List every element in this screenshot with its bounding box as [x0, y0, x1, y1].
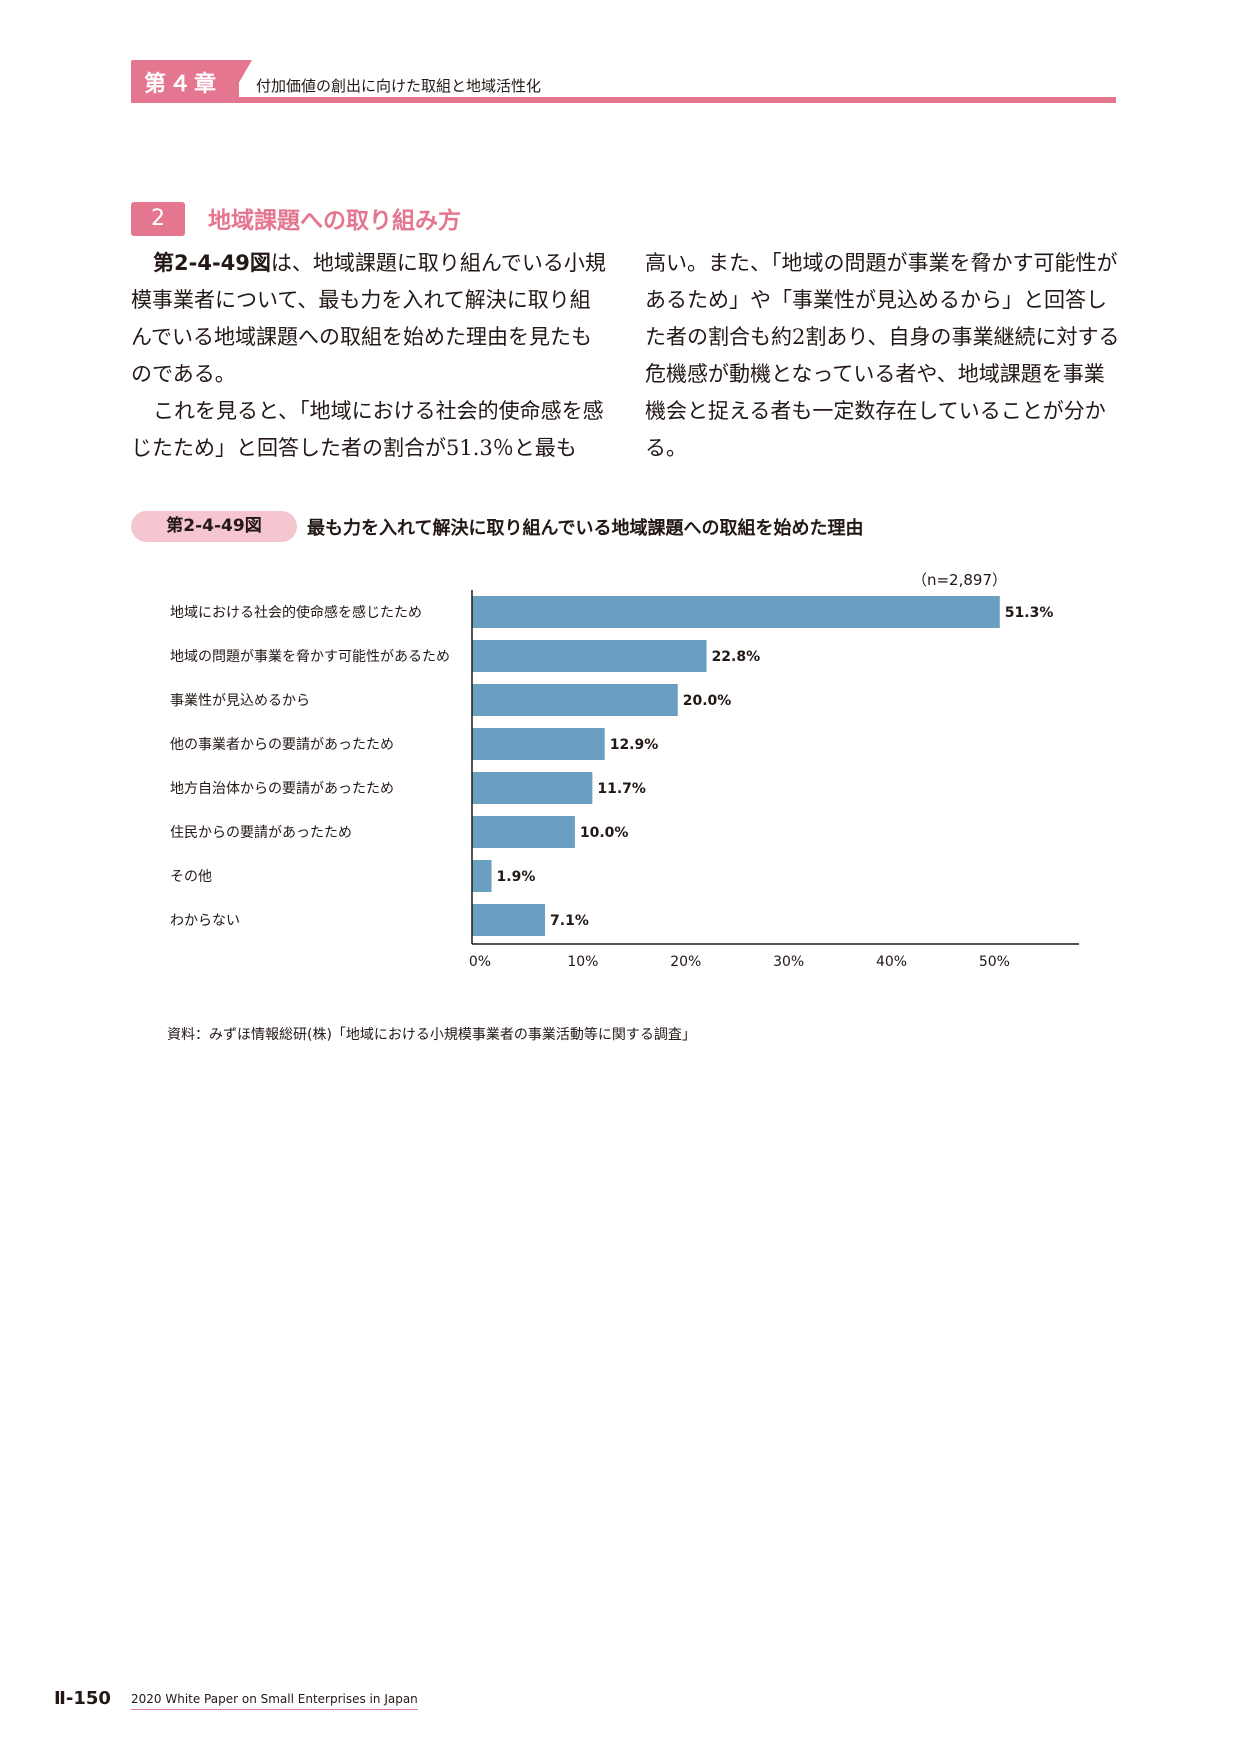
value-label: 51.3%: [1005, 605, 1054, 621]
category-label: 地域の問題が事業を脅かす可能性があるため: [170, 649, 450, 665]
paragraph-1-text: は、地域課題に取り組んでいる小規模事業者について、最も力を入れて解決に取り組んで…: [131, 251, 606, 386]
section-title: 地域課題への取り組み方: [208, 208, 461, 234]
value-label: 20.0%: [683, 693, 732, 709]
bar: [472, 728, 605, 760]
value-label: 10.0%: [580, 825, 629, 841]
value-label: 7.1%: [550, 913, 589, 929]
category-label: 事業性が見込めるから: [170, 693, 310, 709]
category-label: 他の事業者からの要請があったため: [170, 737, 394, 753]
value-label: 22.8%: [712, 649, 761, 665]
body-column-right: 高い。また、「地域の問題が事業を脅かす可能性があるため」や「事業性が見込めるから…: [645, 245, 1120, 467]
category-labels-group: 地域における社会的使命感を感じたため地域の問題が事業を脅かす可能性があるため事業…: [170, 604, 450, 929]
value-labels-group: 51.3% 22.8% 20.0% 12.9% 11.7% 10.0% 1.9% 7.1%: [497, 605, 1054, 929]
figure-title: 最も力を入れて解決に取り組んでいる地域課題への取組を始めた理由: [307, 518, 864, 539]
x-tick-label: 30%: [773, 954, 804, 970]
paragraph-1: 第2-4-49図は、地域課題に取り組んでいる小規模事業者について、最も力を入れて…: [131, 245, 606, 393]
bar: [472, 816, 575, 848]
sample-size-label: （n=2,897）: [912, 571, 1007, 589]
chapter-title: 付加価値の創出に向けた取組と地域活性化: [256, 77, 542, 95]
category-label: わからない: [170, 913, 240, 929]
category-label: 地域における社会的使命感を感じたため: [170, 604, 422, 621]
bars-group: [472, 596, 1000, 936]
category-label: 地方自治体からの要請があったため: [170, 781, 394, 797]
paragraph-2: これを見ると、「地域における社会的使命感を感じたため」と回答した者の割合が51.…: [131, 399, 604, 460]
x-axis-ticks-group: 0% 10% 20% 30% 40% 50%: [469, 954, 1010, 970]
publication-title: 2020 White Paper on Small Enterprises in…: [131, 1692, 418, 1710]
figure-source: 資料：みずほ情報総研(株)「地域における小規模事業者の事業活動等に関する調査」: [167, 1027, 696, 1043]
value-label: 11.7%: [597, 781, 646, 797]
bar-chart: （n=2,897） 地域における社会的使命感を感じたため地域の問題が事業を脅かす…: [170, 571, 1079, 970]
value-label: 1.9%: [497, 869, 536, 885]
chapter-tab: [131, 60, 239, 98]
bar: [472, 684, 678, 716]
x-tick-label: 20%: [670, 954, 701, 970]
value-label: 12.9%: [610, 737, 659, 753]
section-number: 2: [131, 202, 185, 236]
x-tick-label: 50%: [979, 954, 1010, 970]
chapter-tab-slant: [230, 60, 252, 98]
body-column-left: 第2-4-49図は、地域課題に取り組んでいる小規模事業者について、最も力を入れて…: [131, 245, 606, 467]
bar: [472, 596, 1000, 628]
paragraph-3: 高い。また、「地域の問題が事業を脅かす可能性があるため」や「事業性が見込めるから…: [645, 251, 1120, 460]
category-label: その他: [170, 869, 212, 885]
category-label: 住民からの要請があったため: [170, 825, 352, 841]
bar: [472, 772, 593, 804]
figure-reference: 第2-4-49図: [153, 251, 271, 275]
x-tick-label: 40%: [876, 954, 907, 970]
figure-badge: 第2-4-49図: [131, 511, 297, 542]
x-tick-label: 10%: [567, 954, 598, 970]
bar: [472, 640, 707, 672]
x-tick-label: 0%: [469, 954, 491, 970]
bar: [472, 904, 546, 936]
bar: [472, 860, 492, 892]
chapter-rule: [131, 97, 1116, 103]
page-number: Ⅱ-150: [54, 1688, 111, 1709]
chapter-label: 第４章: [144, 72, 220, 97]
